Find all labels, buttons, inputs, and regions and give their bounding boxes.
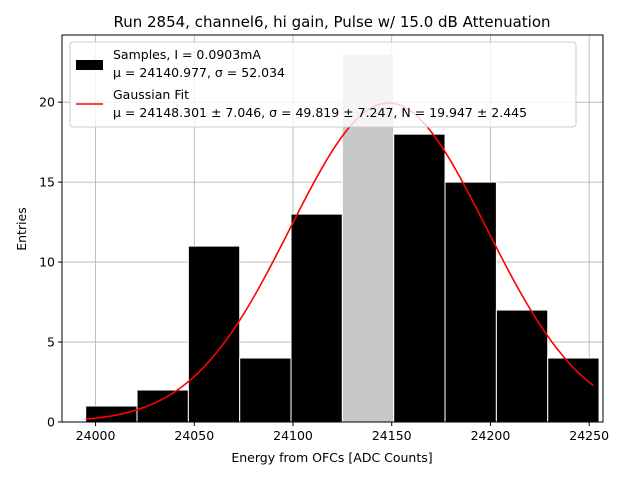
histogram-bar — [444, 181, 497, 423]
y-tick-label: 20 — [39, 95, 55, 110]
x-tick-label: 24000 — [76, 428, 116, 443]
legend-box — [69, 41, 577, 128]
chart-title: Run 2854, channel6, hi gain, Pulse w/ 15… — [113, 13, 550, 31]
x-axis-label: Energy from OFCs [ADC Counts] — [231, 450, 432, 465]
x-tick-label: 24250 — [569, 428, 609, 443]
y-tick-label: 15 — [39, 175, 55, 190]
plot-area-frame — [61, 34, 604, 423]
y-tick-label: 10 — [39, 255, 55, 270]
y-tick-label: 5 — [47, 335, 55, 350]
legend: Samples, I = 0.0903mA μ = 24140.977, σ =… — [69, 41, 577, 128]
x-tick-label: 24100 — [273, 428, 313, 443]
x-tick-label: 24150 — [372, 428, 412, 443]
histogram-bar — [239, 357, 292, 423]
histogram-bar — [495, 309, 549, 423]
y-axis-label: Entries — [14, 207, 29, 251]
axis-ticks: 24000 24050 24100 24150 24200 24250 0 5 10 15 20 — [39, 95, 609, 443]
legend-fit-label: Gaussian Fit — [113, 87, 189, 102]
histogram-bar — [290, 213, 343, 423]
legend-fit-stats: μ = 24148.301 ± 7.046, σ = 49.819 ± 7.24… — [113, 105, 527, 120]
legend-samples-stats: μ = 24140.977, σ = 52.034 — [113, 65, 285, 80]
legend-samples-swatch — [76, 60, 103, 70]
y-tick-label: 0 — [47, 415, 55, 430]
histogram-bar — [187, 245, 241, 423]
x-tick-label: 24200 — [471, 428, 511, 443]
gaussian-fit — [85, 102, 594, 420]
histogram-bar — [136, 389, 189, 423]
x-tick-label: 24050 — [174, 428, 214, 443]
histogram-bar — [393, 133, 446, 423]
histogram-bar — [85, 405, 138, 423]
gaussian-fit-line — [85, 102, 594, 420]
legend-samples-label: Samples, I = 0.0903mA — [113, 47, 261, 62]
